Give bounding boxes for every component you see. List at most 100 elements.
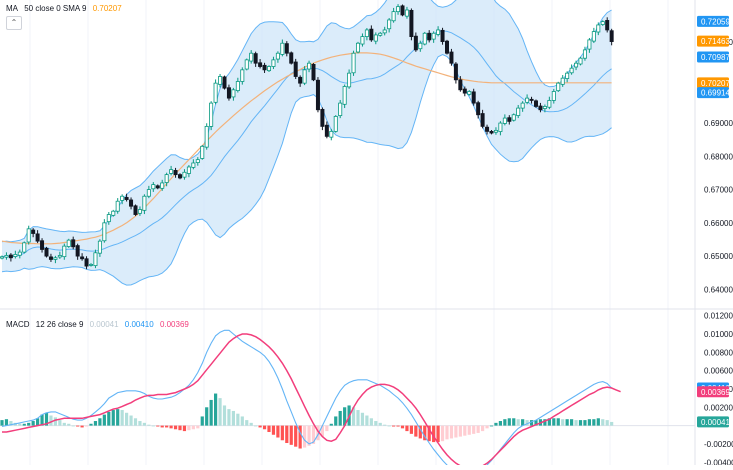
candle-body <box>289 52 294 64</box>
chevron-up-icon: ⌃ <box>10 18 18 27</box>
macd-histogram-bar <box>138 421 142 426</box>
candle-body <box>373 34 378 42</box>
macd-histogram-bar <box>93 421 98 426</box>
macd-histogram-bar <box>80 425 84 428</box>
macd-histogram-bar <box>36 418 40 426</box>
price-tag-label-bg <box>697 77 729 89</box>
macd-histogram-bar <box>383 424 387 426</box>
candle-body <box>569 67 574 74</box>
candle-body <box>444 40 449 54</box>
candle-body <box>489 130 494 134</box>
macd-histogram-bar <box>231 410 235 426</box>
ma-indicator-params: 50 close 0 SMA 9 <box>24 4 87 13</box>
candle-body <box>226 87 231 99</box>
macd-histogram-bar <box>351 407 356 426</box>
candle-body <box>173 170 178 176</box>
macd-histogram-bar <box>365 415 369 426</box>
macd-histogram-bar <box>254 425 258 427</box>
candle-body <box>582 49 587 59</box>
candle-body <box>4 255 9 258</box>
candle-body <box>520 102 525 109</box>
candle-body <box>111 210 116 216</box>
candle-body <box>218 76 223 85</box>
macd-legend[interactable]: MACD 12 26 close 9 0.00041 0.00410 0.003… <box>6 320 193 329</box>
candle-body <box>266 66 271 72</box>
macd-histogram-bar <box>605 420 609 426</box>
candle-body <box>182 171 187 178</box>
macd-histogram-bar <box>516 419 520 426</box>
candle-body <box>360 36 365 45</box>
price-tick-label: 0.65000 <box>704 252 733 261</box>
candle-body <box>369 28 374 41</box>
macd-histogram-bar <box>71 425 75 427</box>
macd-histogram-bar <box>472 425 476 434</box>
macd-histogram-bar <box>458 425 462 437</box>
macd-histogram-bar <box>49 415 53 426</box>
macd-histogram-bar <box>320 425 324 437</box>
macd-histogram-bar <box>543 419 547 426</box>
candle-body <box>511 114 516 121</box>
macd-histogram-bar <box>147 424 151 426</box>
macd-histogram-bar <box>196 425 200 429</box>
macd-histogram-bar <box>512 418 516 426</box>
macd-histogram-bar <box>262 425 267 430</box>
macd-tick-label: -0.00400 <box>704 458 733 465</box>
candle-body <box>13 254 18 257</box>
macd-histogram-bar <box>89 423 93 426</box>
candle-body <box>311 63 316 81</box>
macd-histogram-bar <box>556 418 560 426</box>
candle-body <box>177 174 182 179</box>
candle-body <box>89 264 94 266</box>
macd-indicator-params: 12 26 close 9 <box>35 320 84 329</box>
candle-body <box>382 29 387 34</box>
macd-histogram-bar <box>240 416 244 426</box>
macd-histogram-bar <box>601 419 605 426</box>
candle-body <box>240 69 245 82</box>
candle-body <box>351 52 356 74</box>
macd-histogram-bar <box>187 425 191 431</box>
candle-body <box>298 76 303 84</box>
signal-line <box>2 333 621 470</box>
candle-body <box>453 63 458 81</box>
macd-tag-label: 0.00041 <box>701 418 730 427</box>
candle-body <box>293 61 298 77</box>
bollinger-band-fill <box>2 0 612 286</box>
macd-histogram-bar <box>378 422 382 426</box>
macd-histogram-bar <box>445 425 449 440</box>
candle-body <box>44 247 49 257</box>
collapse-legend-button[interactable]: ⌃ <box>6 16 22 30</box>
macd-histogram-bar <box>396 425 400 427</box>
price-tick-label: 0.69000 <box>704 119 733 128</box>
price-tick-label: 0.68000 <box>704 152 733 161</box>
candle-body <box>502 117 507 124</box>
macd-histogram-bar <box>387 425 391 427</box>
macd-histogram-bar <box>58 420 62 426</box>
candle-body <box>200 145 205 159</box>
macd-histogram-bar <box>432 425 436 443</box>
macd-histogram-bar <box>76 425 80 427</box>
macd-histogram-bar <box>592 419 596 426</box>
macd-histogram-bar <box>267 425 271 433</box>
macd-histogram-bar <box>53 417 57 426</box>
price-tag-label: 0.70987 <box>701 53 730 62</box>
candle-body <box>195 159 200 163</box>
macd-histogram-bar <box>449 425 454 439</box>
candle-body <box>106 214 111 223</box>
candle-body <box>480 113 485 127</box>
ma-indicator-name: MA <box>6 4 18 13</box>
macd-histogram-bar <box>454 425 458 438</box>
macd-histogram-bar <box>22 423 26 426</box>
macd-line <box>1 329 612 470</box>
price-tag-label-bg <box>697 87 729 99</box>
macd-histogram-bar <box>494 422 498 426</box>
candle-body <box>525 97 530 103</box>
price-tag-label: 0.69914 <box>701 89 730 98</box>
candle-body <box>48 256 53 260</box>
candle-body <box>551 91 556 101</box>
candle-body <box>574 62 579 68</box>
ma-legend[interactable]: MA 50 close 0 SMA 9 0.70207 <box>6 4 126 13</box>
macd-histogram-bar <box>418 425 422 439</box>
candle-body <box>204 125 209 148</box>
